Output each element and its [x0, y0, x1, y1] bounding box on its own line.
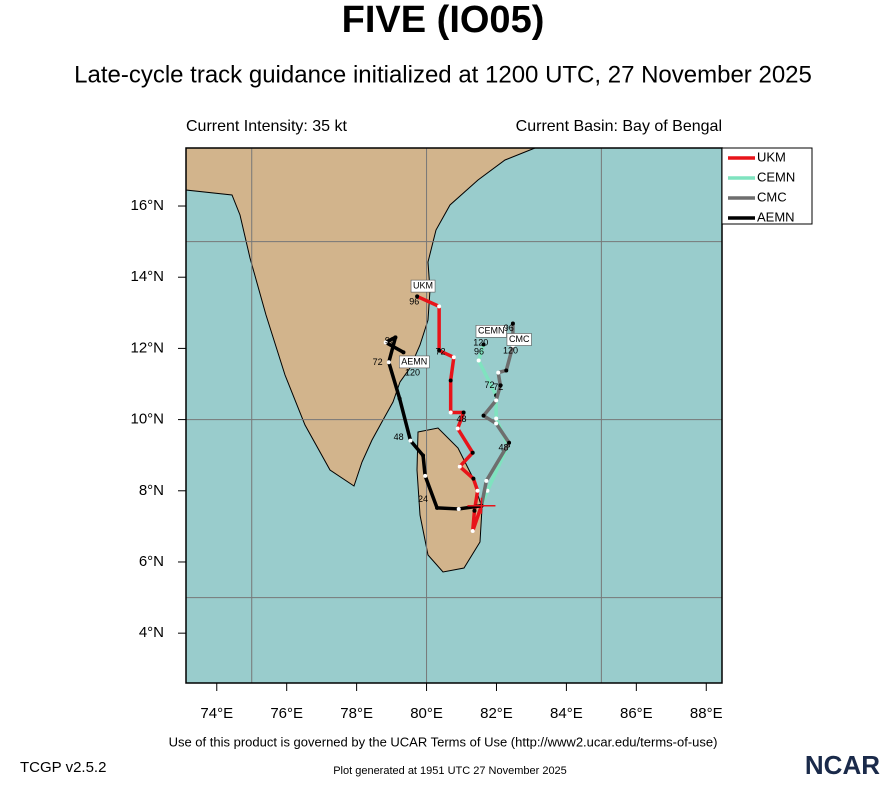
x-tick-label: 76°E [270, 705, 303, 722]
logo: NCAR [805, 750, 880, 780]
track-point [448, 378, 453, 383]
sri-lanka [416, 427, 483, 573]
track-tag-box [410, 279, 436, 293]
track-tag: CEMN [478, 326, 505, 336]
y-tick-label: 16°N [130, 197, 164, 214]
x-tick-label: 74°E [200, 705, 233, 722]
track-point [481, 413, 486, 418]
track-point [456, 506, 461, 511]
track-tag: AEMN [401, 356, 427, 366]
hour-label: 24 [418, 494, 428, 504]
hour-label: 72 [373, 357, 383, 367]
y-tick-label: 8°N [139, 482, 164, 499]
track-point [494, 421, 499, 426]
track-tag-box [506, 333, 532, 346]
y-tick-label: 6°N [139, 553, 164, 570]
intensity: Current Intensity: 35 kt [186, 118, 348, 135]
track-point [475, 488, 480, 493]
y-tick-label: 4°N [139, 624, 164, 641]
track-point [383, 340, 388, 345]
x-tick-label: 78°E [340, 705, 373, 722]
track-point [397, 396, 402, 401]
track-point [471, 476, 476, 481]
subtitle: Late-cycle track guidance initialized at… [74, 61, 812, 88]
basin: Current Basin: Bay of Bengal [516, 118, 722, 135]
track-point [401, 350, 406, 355]
track-point [484, 478, 489, 483]
track-tag-box [399, 355, 430, 369]
track-point [448, 410, 453, 415]
india [185, 147, 536, 487]
legend-box [721, 147, 813, 225]
track-point [437, 348, 442, 353]
track-point [476, 358, 481, 363]
y-tick-label: 12°N [130, 339, 164, 356]
legend-label: CMC [757, 189, 787, 204]
hour-label: 96 [385, 336, 395, 346]
hour-label: 96 [474, 346, 484, 356]
y-tick-label: 14°N [130, 268, 164, 285]
hour-label: 48 [457, 414, 467, 424]
map-frame [185, 147, 723, 684]
track-point [455, 426, 460, 431]
legend-label: UKM [757, 149, 786, 164]
track-point [386, 360, 391, 365]
hour-label: 120 [473, 337, 488, 347]
x-tick-label: 80°E [410, 705, 443, 722]
legend-label: AEMN [757, 209, 795, 224]
track-point [421, 453, 426, 458]
hour-label: 72 [436, 346, 446, 356]
legend-label: CEMN [757, 169, 795, 184]
x-tick-label: 84°E [550, 705, 583, 722]
hour-label: 72 [484, 380, 494, 390]
hour-label: 120 [503, 345, 518, 355]
track-point [423, 473, 428, 478]
track-tag-box [475, 325, 507, 338]
track-point [457, 464, 462, 469]
track-point [415, 294, 420, 299]
x-tick-label: 88°E [690, 705, 723, 722]
track-point [507, 440, 512, 445]
hour-label: 48 [498, 442, 508, 452]
hour-label: 72 [493, 382, 503, 392]
track-point [494, 416, 499, 421]
track-point [451, 355, 456, 360]
track-point [435, 505, 440, 510]
track-point [470, 529, 475, 534]
track-point [496, 370, 501, 375]
track-point [485, 488, 490, 493]
land [185, 147, 536, 573]
track-point [481, 342, 486, 347]
track-point [461, 410, 466, 415]
track-point [437, 304, 442, 309]
track-point [498, 383, 503, 388]
track-point [393, 335, 398, 340]
hour-label: 120 [405, 368, 420, 378]
track-point [472, 508, 477, 513]
version: TCGP v2.5.2 [20, 759, 106, 776]
x-tick-label: 86°E [620, 705, 653, 722]
hour-label: 96 [504, 323, 514, 333]
track-point [510, 321, 515, 326]
hour-label: 96 [409, 297, 419, 307]
generated: Plot generated at 1951 UTC 27 November 2… [333, 765, 567, 777]
title: FIVE (IO05) [342, 0, 545, 41]
y-tick-label: 10°N [130, 411, 164, 428]
track-point [494, 398, 499, 403]
hour-label: 48 [394, 432, 404, 442]
track-tag: CMC [509, 334, 530, 344]
track-point [504, 368, 509, 373]
track-point [470, 450, 475, 455]
track-tag: UKM [413, 280, 433, 290]
footer: Use of this product is governed by the U… [169, 734, 718, 749]
track-point [408, 438, 413, 443]
x-tick-label: 82°E [480, 705, 513, 722]
current-position [467, 497, 496, 514]
